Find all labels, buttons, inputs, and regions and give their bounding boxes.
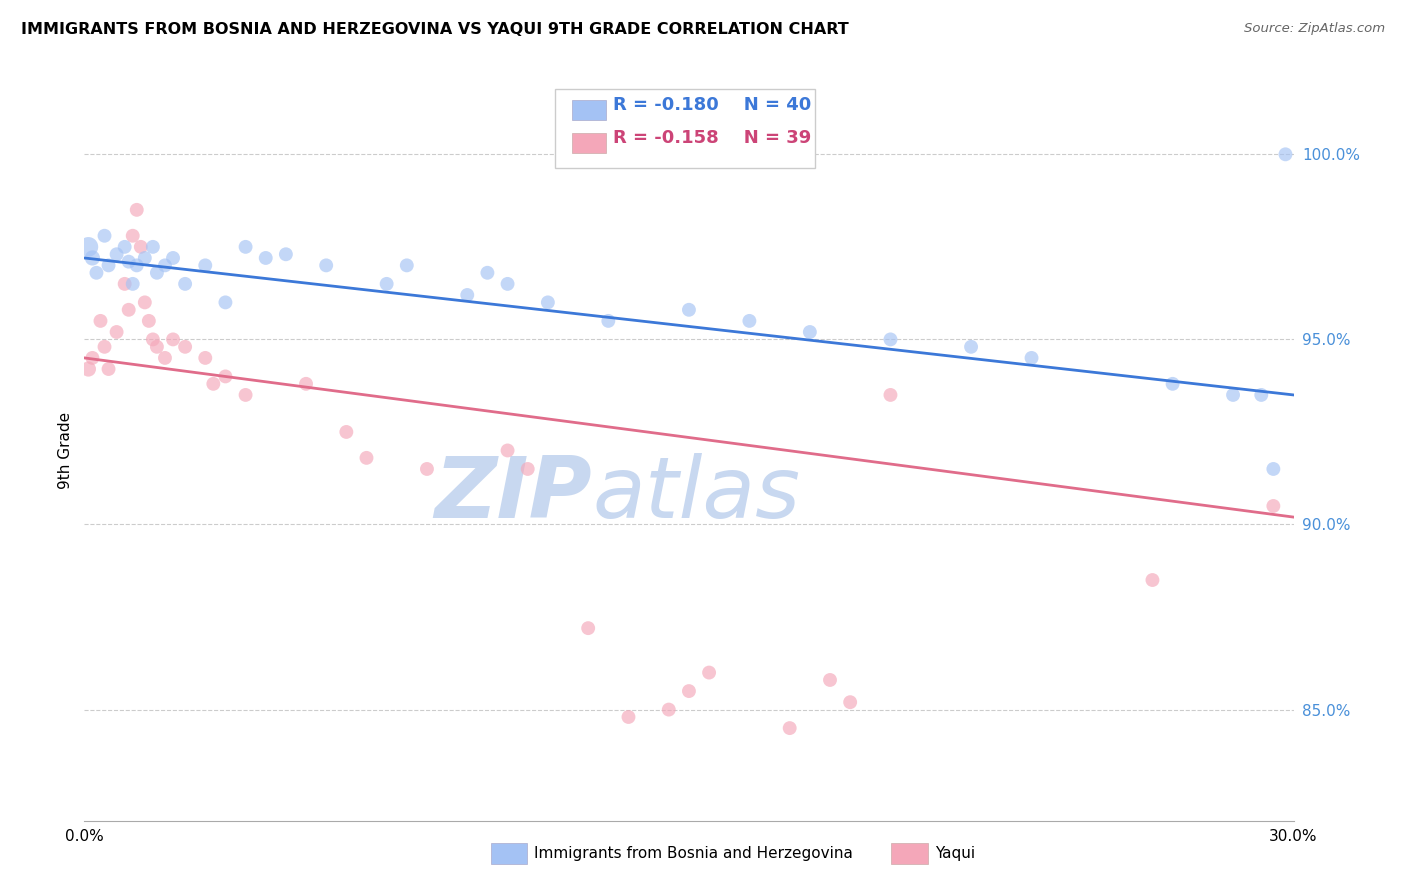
Point xyxy=(516,462,538,476)
Point xyxy=(129,240,152,254)
Point xyxy=(118,302,141,317)
Point xyxy=(818,673,841,687)
Point xyxy=(1222,388,1244,402)
Point xyxy=(678,684,700,698)
Point xyxy=(121,277,143,291)
Point xyxy=(576,621,599,635)
Y-axis label: 9th Grade: 9th Grade xyxy=(58,412,73,489)
Text: R = -0.158    N = 39: R = -0.158 N = 39 xyxy=(613,129,811,147)
Point xyxy=(395,259,418,273)
Point xyxy=(295,376,318,391)
Text: R = -0.180    N = 40: R = -0.180 N = 40 xyxy=(613,96,811,114)
Point xyxy=(153,259,176,273)
Point xyxy=(146,266,169,280)
Point xyxy=(254,251,277,265)
Point xyxy=(235,388,257,402)
Point xyxy=(138,314,160,328)
Point xyxy=(114,240,136,254)
Point xyxy=(416,462,439,476)
Point xyxy=(162,333,184,347)
Point xyxy=(1021,351,1043,365)
Point xyxy=(738,314,761,328)
Point xyxy=(658,703,681,717)
Point xyxy=(598,314,620,328)
Point xyxy=(97,259,120,273)
Point xyxy=(879,333,901,347)
Point xyxy=(105,247,128,261)
Point xyxy=(496,443,519,458)
Text: Yaqui: Yaqui xyxy=(935,847,976,861)
Point xyxy=(1250,388,1272,402)
Point xyxy=(121,228,143,243)
Point xyxy=(134,251,156,265)
Point xyxy=(89,314,111,328)
Point xyxy=(356,450,378,465)
Point xyxy=(118,254,141,268)
Point xyxy=(82,251,104,265)
Point xyxy=(93,228,115,243)
Point xyxy=(202,376,225,391)
Point xyxy=(174,277,197,291)
Point xyxy=(77,240,100,254)
Text: IMMIGRANTS FROM BOSNIA AND HERZEGOVINA VS YAQUI 9TH GRADE CORRELATION CHART: IMMIGRANTS FROM BOSNIA AND HERZEGOVINA V… xyxy=(21,22,849,37)
Point xyxy=(146,340,169,354)
Point xyxy=(697,665,720,680)
Point xyxy=(125,259,148,273)
Point xyxy=(162,251,184,265)
Point xyxy=(153,351,176,365)
Point xyxy=(1142,573,1164,587)
Point xyxy=(142,333,165,347)
Text: Source: ZipAtlas.com: Source: ZipAtlas.com xyxy=(1244,22,1385,36)
Point xyxy=(214,295,236,310)
Point xyxy=(114,277,136,291)
Point xyxy=(214,369,236,384)
Point xyxy=(82,351,104,365)
Point xyxy=(779,721,801,735)
Text: ZIP: ZIP xyxy=(434,453,592,536)
Point xyxy=(960,340,983,354)
Point xyxy=(456,288,478,302)
Point xyxy=(77,362,100,376)
Point xyxy=(879,388,901,402)
Point xyxy=(1263,499,1285,513)
Point xyxy=(315,259,337,273)
Point xyxy=(235,240,257,254)
Text: atlas: atlas xyxy=(592,453,800,536)
Point xyxy=(1263,462,1285,476)
Point xyxy=(799,325,821,339)
Point xyxy=(134,295,156,310)
Point xyxy=(86,266,108,280)
Point xyxy=(194,351,217,365)
Point xyxy=(537,295,560,310)
Point xyxy=(1161,376,1184,391)
Point xyxy=(105,325,128,339)
Point xyxy=(93,340,115,354)
Point xyxy=(617,710,640,724)
Point xyxy=(678,302,700,317)
Point xyxy=(97,362,120,376)
Point xyxy=(274,247,297,261)
Point xyxy=(194,259,217,273)
Point xyxy=(477,266,499,280)
Point xyxy=(125,202,148,217)
Point xyxy=(335,425,357,439)
Point xyxy=(174,340,197,354)
Point xyxy=(142,240,165,254)
Point xyxy=(375,277,398,291)
Point xyxy=(1274,147,1296,161)
Text: Immigrants from Bosnia and Herzegovina: Immigrants from Bosnia and Herzegovina xyxy=(534,847,853,861)
Point xyxy=(496,277,519,291)
Point xyxy=(839,695,862,709)
